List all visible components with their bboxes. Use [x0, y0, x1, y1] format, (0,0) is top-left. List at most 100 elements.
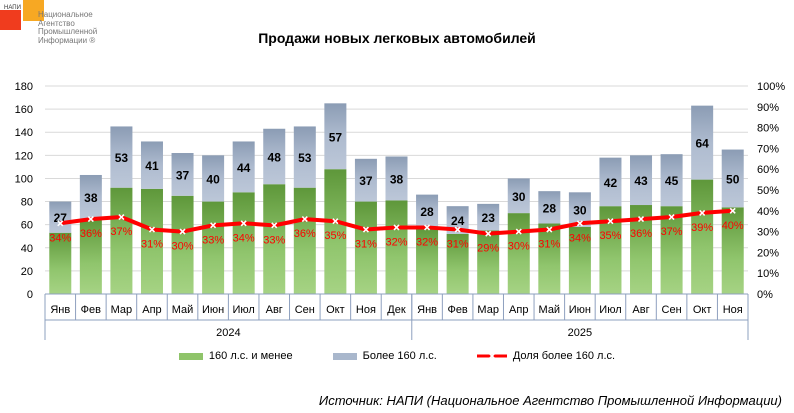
share-data-label: 36% — [630, 228, 652, 240]
bar-over-160 — [202, 155, 225, 202]
year-label: 2025 — [568, 327, 592, 339]
x-tick-label: Авг — [266, 304, 283, 316]
bar-over-160 — [171, 153, 194, 196]
bar-data-label: 57 — [329, 130, 343, 144]
bar-over-160 — [79, 174, 102, 219]
legend-item: 160 л.с. и менее — [178, 350, 293, 362]
logo-text: Национальное Агентство Промышленной Инфо… — [38, 10, 97, 45]
share-marker — [118, 213, 125, 221]
share-data-label: 33% — [202, 234, 224, 246]
legend-line-marker — [476, 352, 507, 360]
bar-over-160 — [293, 126, 316, 188]
bar-160-or-less — [202, 201, 225, 294]
x-tick-label: Ноя — [723, 304, 743, 316]
legend-label: 160 л.с. и менее — [208, 350, 293, 362]
x-tick-label: Авг — [632, 304, 649, 316]
bar-160-or-less — [446, 233, 469, 294]
bar-160-or-less — [385, 200, 408, 294]
share-marker — [637, 216, 645, 223]
y-tick-label: 180 — [15, 81, 33, 93]
bar-over-160 — [263, 128, 286, 185]
x-tick-label: Окт — [693, 304, 712, 316]
chart-title: Продажи новых легковых автомобилей — [258, 30, 536, 46]
x-tick-label: Сен — [662, 304, 682, 316]
y2-tick-label: 50% — [757, 185, 779, 197]
bar-over-160 — [354, 158, 377, 202]
bar-over-160 — [568, 192, 591, 227]
bar-over-160 — [140, 141, 163, 189]
share-marker — [546, 226, 553, 233]
y-tick-label: 40 — [21, 243, 33, 255]
bar-160-or-less — [49, 232, 72, 294]
bar-over-160 — [49, 201, 72, 233]
bar-data-label: 30 — [512, 190, 526, 204]
x-tick-label: Июл — [599, 304, 621, 316]
bar-data-label: 37 — [359, 174, 373, 188]
bar-data-label: 50 — [726, 172, 740, 186]
y2-tick-label: 30% — [757, 227, 779, 239]
share-marker — [179, 228, 186, 235]
bar-over-160 — [385, 156, 408, 201]
share-marker — [607, 218, 614, 225]
bar-data-label: 42 — [604, 176, 618, 190]
share-marker — [301, 216, 308, 223]
share-data-label: 36% — [80, 228, 102, 240]
x-tick-label: Май — [172, 304, 194, 316]
share-marker — [332, 218, 339, 225]
logo-line: Информации ® — [38, 35, 96, 45]
y-tick-label: 100 — [15, 173, 33, 185]
bar-over-160 — [507, 178, 530, 214]
y2-tick-label: 0% — [757, 289, 773, 301]
share-marker — [576, 220, 583, 227]
share-data-label: 37% — [110, 226, 132, 238]
bar-data-label: 23 — [482, 211, 496, 225]
bar-160-or-less — [630, 205, 653, 294]
share-marker — [668, 213, 675, 221]
bar-160-or-less — [354, 201, 377, 294]
x-tick-label: Апр — [509, 304, 528, 316]
y-tick-label: 80 — [21, 197, 33, 209]
share-data-label: 31% — [447, 239, 469, 251]
bar-data-label: 45 — [665, 174, 679, 188]
bar-160-or-less — [324, 169, 347, 294]
bar-data-label: 44 — [237, 161, 251, 175]
share-marker — [729, 207, 736, 214]
bar-160-or-less — [293, 187, 316, 294]
y2-tick-label: 100% — [757, 81, 785, 93]
bar-160-or-less — [721, 207, 744, 294]
x-tick-label: Янв — [50, 304, 70, 316]
share-marker — [699, 209, 706, 216]
bar-data-label: 30 — [573, 204, 587, 218]
x-tick-label: Май — [539, 304, 561, 316]
share-marker — [240, 220, 247, 227]
x-tick-label: Июн — [202, 304, 224, 316]
share-marker — [210, 222, 217, 229]
share-marker — [454, 226, 461, 233]
x-tick-label: Мар — [477, 304, 499, 316]
legend-label: Доля более 160 л.с. — [512, 350, 616, 362]
share-marker — [362, 226, 370, 233]
share-marker — [423, 224, 431, 231]
y-tick-label: 60 — [21, 220, 33, 232]
legend-item: Более 160 л.с. — [332, 350, 437, 362]
bar-data-label: 28 — [420, 205, 434, 219]
share-marker — [515, 228, 522, 235]
bar-160-or-less — [416, 226, 439, 294]
x-tick-label: Дек — [387, 304, 406, 316]
y2-tick-label: 80% — [757, 123, 779, 135]
bar-160-or-less — [538, 223, 561, 294]
y2-tick-label: 40% — [757, 206, 779, 218]
source-note: Источник: НАПИ (Национальное Агентство П… — [318, 393, 782, 408]
bar-160-or-less — [568, 226, 591, 294]
bar-data-label: 40 — [206, 172, 220, 186]
logo-line: Национальное — [38, 10, 93, 19]
bar-over-160 — [721, 149, 744, 208]
x-tick-label: Фев — [81, 304, 101, 316]
x-tick-label: Июн — [569, 304, 591, 316]
bar-160-or-less — [140, 188, 163, 294]
bar-160-or-less — [477, 230, 500, 294]
share-marker — [57, 220, 64, 227]
x-tick-label: Янв — [417, 304, 437, 316]
share-data-label: 33% — [263, 234, 285, 246]
legend-swatch — [178, 352, 203, 360]
